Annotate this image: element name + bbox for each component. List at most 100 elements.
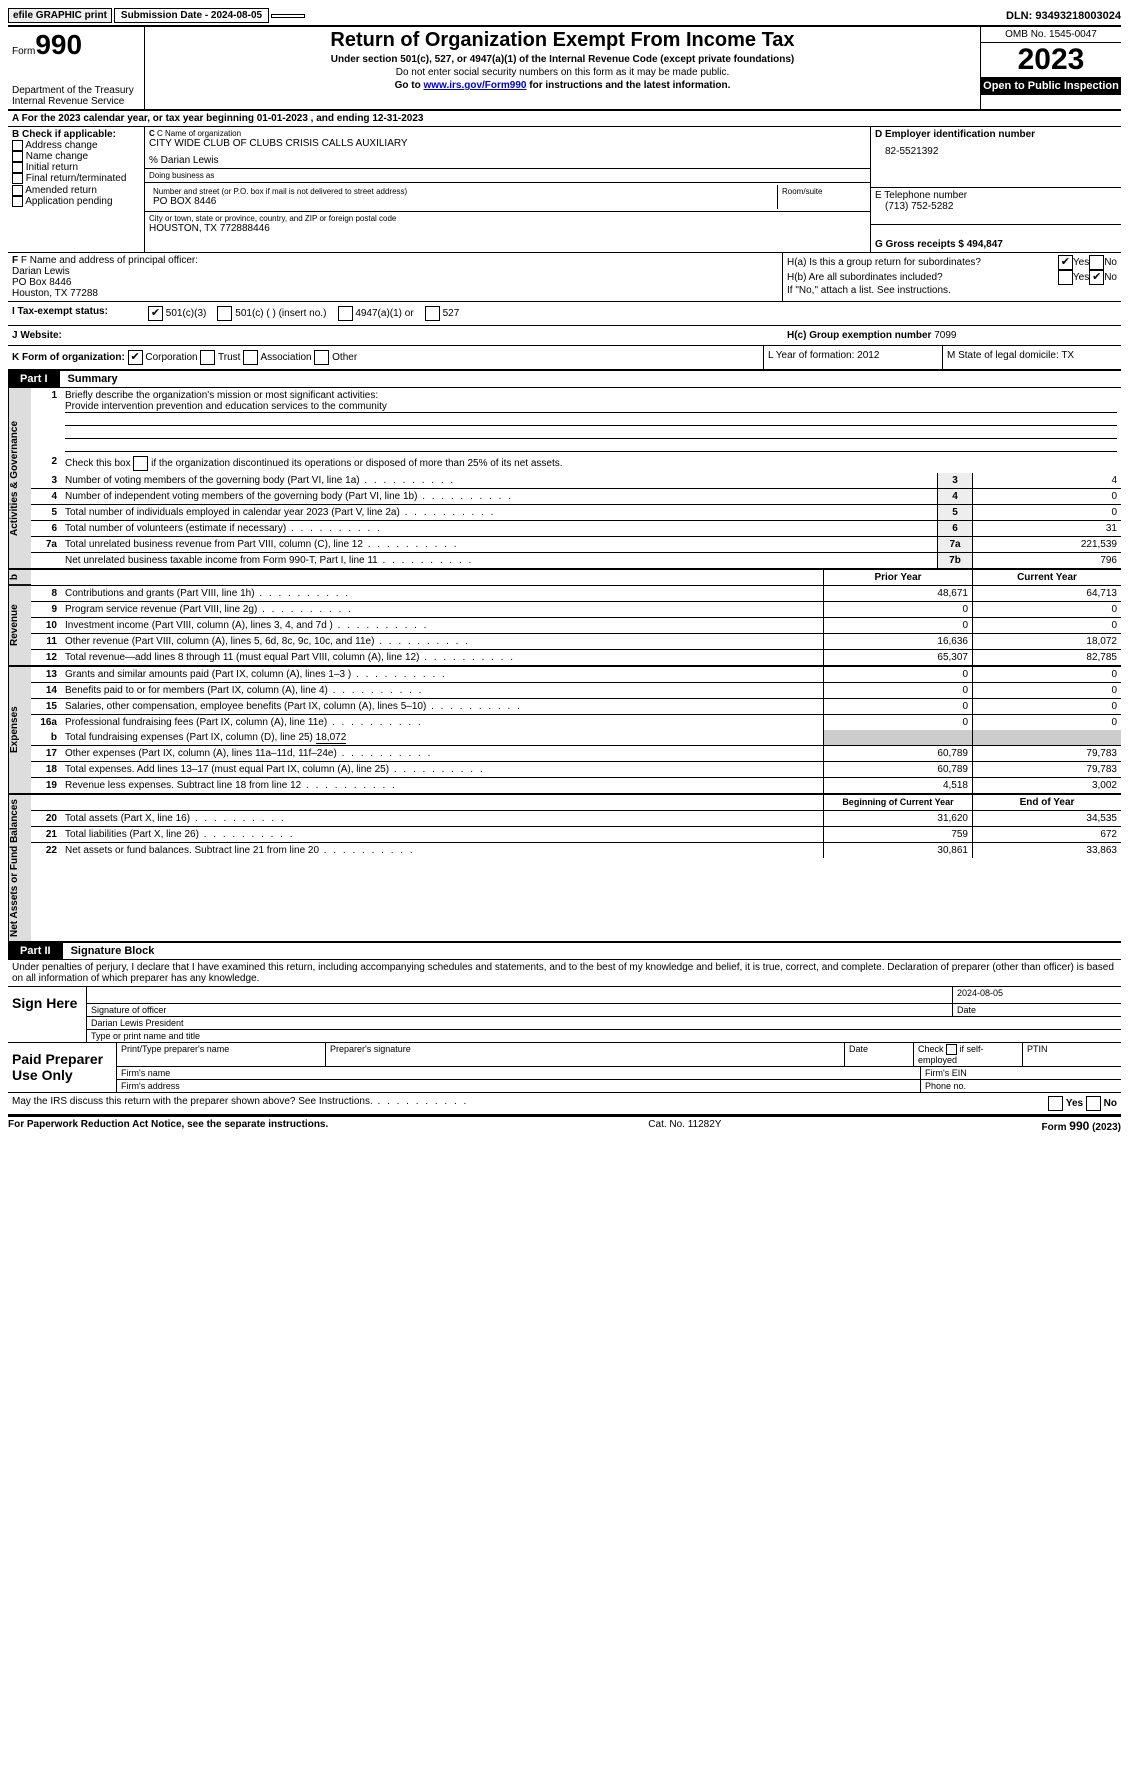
row-14-desc: Benefits paid to or for members (Part IX… — [61, 683, 823, 698]
k-checkbox-2[interactable] — [243, 350, 258, 365]
i-opt-3: 527 — [443, 308, 460, 319]
ha-no-checkbox[interactable] — [1089, 255, 1104, 270]
vtab-revenue: Revenue — [8, 586, 31, 665]
org-address: PO BOX 8446 — [153, 196, 773, 207]
sig-date-label: Date — [953, 1004, 1121, 1016]
srow-7a-desc: Total unrelated business revenue from Pa… — [61, 537, 937, 552]
goto-post: for instructions and the latest informat… — [526, 80, 730, 91]
k-checkbox-1[interactable] — [200, 350, 215, 365]
prep-sig-label: Preparer's signature — [326, 1043, 845, 1066]
ein-value: 82-5521392 — [875, 146, 1117, 157]
prep-date-label: Date — [845, 1043, 914, 1066]
b-checkbox-4[interactable] — [12, 185, 23, 196]
row-8-prior: 48,671 — [823, 586, 972, 601]
form-number: 990 — [35, 29, 82, 60]
section-g-label: G Gross receipts $ 494,847 — [875, 239, 1117, 250]
discuss-yes: Yes — [1066, 1098, 1083, 1109]
row-14-curr: 0 — [972, 683, 1121, 698]
b-checkbox-3[interactable] — [12, 173, 23, 184]
row-klm: K Form of organization: Corporation Trus… — [8, 346, 1121, 371]
section-c-label: C Name of organization — [157, 129, 241, 138]
k-opt-1: Trust — [218, 352, 240, 363]
b-checkbox-5[interactable] — [12, 196, 23, 207]
discuss-no-checkbox[interactable] — [1086, 1096, 1101, 1111]
efile-print-button[interactable]: efile GRAPHIC print — [8, 8, 112, 23]
hb-no-checkbox[interactable] — [1089, 270, 1104, 285]
addr-label: Number and street (or P.O. box if mail i… — [153, 187, 773, 196]
hdr-curr: Current Year — [972, 570, 1121, 585]
section-e-label: E Telephone number — [875, 190, 1117, 201]
officer-typed-name: Darian Lewis President — [87, 1017, 1121, 1029]
row-19-curr: 3,002 — [972, 778, 1121, 793]
row-11-desc: Other revenue (Part VIII, column (A), li… — [61, 634, 823, 649]
officer-addr1: PO Box 8446 — [12, 277, 778, 288]
row-9-desc: Program service revenue (Part VIII, line… — [61, 602, 823, 617]
row-12-curr: 82,785 — [972, 650, 1121, 665]
ha-label: H(a) Is this a group return for subordin… — [787, 257, 1058, 268]
irs-label: Internal Revenue Service — [12, 96, 140, 107]
i-checkbox-3[interactable] — [425, 306, 440, 321]
discuss-row: May the IRS discuss this return with the… — [8, 1093, 1121, 1116]
q2-checkbox[interactable] — [133, 456, 148, 471]
k-opt-3: Other — [332, 352, 357, 363]
row-17-desc: Other expenses (Part IX, column (A), lin… — [61, 746, 823, 761]
row-11-prior: 16,636 — [823, 634, 972, 649]
summary-section: Activities & Governance 1 Briefly descri… — [8, 388, 1121, 943]
k-checkbox-3[interactable] — [314, 350, 329, 365]
self-employed-checkbox[interactable] — [946, 1044, 957, 1055]
row-10-curr: 0 — [972, 618, 1121, 633]
row-21-desc: Total liabilities (Part X, line 26) — [61, 827, 823, 842]
srow-7a-box: 7a — [937, 537, 972, 552]
type-name-label: Type or print name and title — [87, 1030, 1121, 1042]
hb-label: H(b) Are all subordinates included? — [787, 272, 1058, 283]
ha-yes-checkbox[interactable] — [1058, 255, 1073, 270]
b-item-0: Address change — [25, 140, 97, 151]
srow-6-val: 31 — [972, 521, 1121, 536]
section-bcdeg: B Check if applicable: Address change Na… — [8, 127, 1121, 253]
exp-b-curr-shade — [972, 730, 1121, 745]
b-checkbox-2[interactable] — [12, 162, 23, 173]
footer-form-c: (2023) — [1089, 1122, 1121, 1133]
hc-label: H(c) Group exemption number — [787, 330, 934, 341]
row-fh: F F Name and address of principal office… — [8, 253, 1121, 302]
row-22-desc: Net assets or fund balances. Subtract li… — [61, 843, 823, 858]
discuss-yes-checkbox[interactable] — [1048, 1096, 1063, 1111]
part1-tab: Part I — [8, 371, 60, 387]
form-header: Form990 Department of the Treasury Inter… — [8, 27, 1121, 111]
k-checkbox-0[interactable] — [128, 350, 143, 365]
k-opt-2: Association — [260, 352, 311, 363]
row-9-prior: 0 — [823, 602, 972, 617]
row-22-curr: 33,863 — [972, 843, 1121, 858]
row-11-curr: 18,072 — [972, 634, 1121, 649]
srow-6-desc: Total number of volunteers (estimate if … — [61, 521, 937, 536]
firm-phone-label: Phone no. — [921, 1080, 1121, 1092]
row-21-prior: 759 — [823, 827, 972, 842]
i-checkbox-2[interactable] — [338, 306, 353, 321]
form990-link[interactable]: www.irs.gov/Form990 — [423, 80, 526, 91]
part2-header: Part II Signature Block — [8, 943, 1121, 960]
sign-here-block: Sign Here 2024-08-05 Signature of office… — [8, 987, 1121, 1043]
srow-3-val: 4 — [972, 473, 1121, 488]
hb-yes-checkbox[interactable] — [1058, 270, 1073, 285]
b-checkbox-1[interactable] — [12, 151, 23, 162]
dept-label: Department of the Treasury — [12, 85, 140, 96]
row-l: L Year of formation: 2012 — [764, 346, 943, 369]
goto-pre: Go to — [395, 80, 424, 91]
hdr-end: End of Year — [972, 795, 1121, 810]
vtab-governance: Activities & Governance — [8, 388, 31, 568]
row-18-desc: Total expenses. Add lines 13–17 (must eq… — [61, 762, 823, 777]
vtab-netassets: Net Assets or Fund Balances — [8, 795, 31, 941]
ssn-note: Do not enter social security numbers on … — [149, 67, 976, 78]
srow-3-desc: Number of voting members of the governin… — [61, 473, 937, 488]
i-checkbox-1[interactable] — [217, 306, 232, 321]
sig-officer-label: Signature of officer — [87, 1004, 953, 1016]
b-checkbox-0[interactable] — [12, 140, 23, 151]
exp-b-label: Total fundraising expenses (Part IX, col… — [65, 732, 316, 743]
b-item-3: Final return/terminated — [26, 174, 127, 185]
row-16a-desc: Professional fundraising fees (Part IX, … — [61, 715, 823, 730]
srow-7b-desc: Net unrelated business taxable income fr… — [61, 553, 937, 568]
paid-preparer-label: Paid Preparer Use Only — [8, 1043, 117, 1092]
row-j-hc: J Website: H(c) Group exemption number 7… — [8, 326, 1121, 346]
part1-header: Part I Summary — [8, 371, 1121, 388]
i-checkbox-0[interactable] — [148, 306, 163, 321]
